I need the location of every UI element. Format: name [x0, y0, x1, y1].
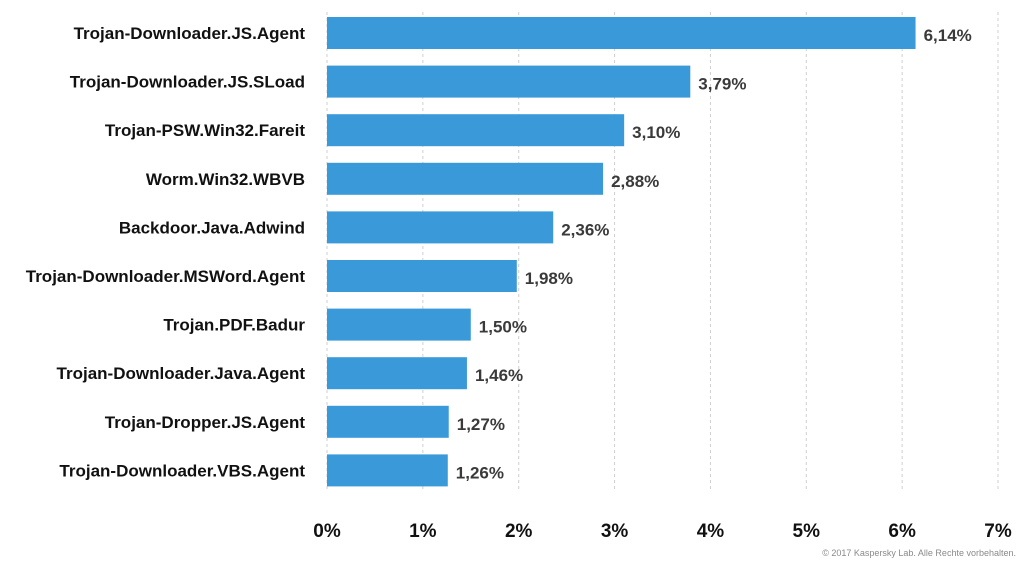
value-label: 1,26% [456, 463, 504, 482]
x-tick-label: 7% [984, 521, 1012, 542]
bar [327, 211, 554, 244]
bar [327, 454, 448, 487]
bar [327, 114, 625, 147]
x-tick-label: 5% [793, 521, 821, 542]
value-label: 6,14% [924, 26, 972, 45]
x-tick-label: 3% [601, 521, 629, 542]
value-label: 3,10% [632, 123, 680, 142]
x-tick-label: 0% [313, 521, 341, 542]
category-label: Trojan-Downloader.MSWord.Agent [26, 267, 306, 286]
value-label: 2,36% [561, 220, 609, 239]
bar [327, 162, 604, 195]
category-label: Trojan-Downloader.JS.Agent [74, 24, 306, 43]
bar [327, 357, 467, 390]
category-labels: Trojan-Downloader.JS.Agent Trojan-Downloa… [26, 24, 306, 480]
x-axis-tick-labels: 0% 1% 2% 3% 4% 5% 6% 7% [313, 521, 1012, 542]
bar [327, 65, 691, 98]
value-label: 3,79% [698, 75, 746, 94]
x-tick-label: 2% [505, 521, 533, 542]
bar [327, 405, 449, 438]
category-label: Backdoor.Java.Adwind [119, 218, 305, 237]
bars [327, 17, 916, 487]
bar [327, 308, 471, 341]
category-label: Trojan-Downloader.JS.SLoad [70, 73, 305, 92]
x-tick-label: 4% [697, 521, 725, 542]
value-label: 1,46% [475, 366, 523, 385]
bar [327, 17, 916, 49]
copyright-notice: © 2017 Kaspersky Lab. Alle Rechte vorbeh… [822, 548, 1016, 558]
category-label: Trojan-Dropper.JS.Agent [105, 413, 306, 432]
value-labels: 6,14% 3,79% 3,10% 2,88% 2,36% 1,98% 1,50% 1,46%… [456, 26, 972, 482]
bar [327, 260, 517, 292]
category-label: Trojan-Downloader.VBS.Agent [59, 461, 305, 480]
category-label: Trojan.PDF.Badur [163, 316, 305, 335]
category-label: Trojan-PSW.Win32.Fareit [105, 121, 305, 140]
value-label: 1,50% [479, 318, 527, 337]
value-label: 1,98% [525, 269, 573, 288]
x-tick-label: 1% [409, 521, 437, 542]
category-label: Worm.Win32.WBVB [146, 170, 305, 189]
value-label: 1,27% [457, 415, 505, 434]
category-label: Trojan-Downloader.Java.Agent [57, 364, 306, 383]
value-label: 2,88% [611, 172, 659, 191]
x-tick-label: 6% [888, 521, 916, 542]
